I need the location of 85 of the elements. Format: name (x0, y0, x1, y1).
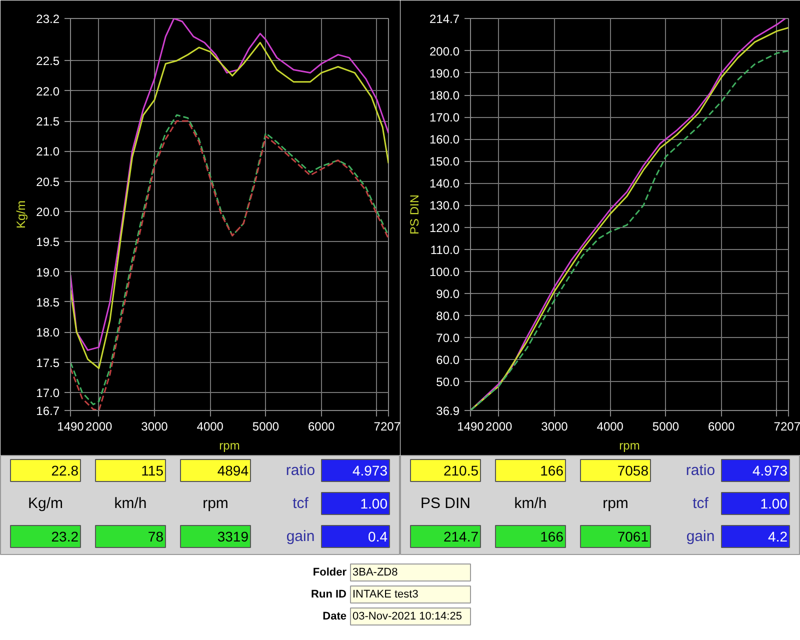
y-tick-label: 80.0 (436, 308, 460, 323)
text: Folder (312, 566, 348, 578)
x-tick-label: 6000 (308, 420, 336, 434)
y-tick-label: 70.0 (436, 331, 460, 346)
y-tick-label: 22.0 (36, 84, 60, 98)
y-axis-title: Kg/m (14, 200, 28, 229)
y-tick-label: 110.0 (430, 242, 460, 257)
y-tick-label: 16.7 (36, 404, 60, 418)
text: INTAKE test3 (352, 588, 418, 600)
text: 0.4 (368, 528, 388, 544)
y-tick-label: 60.0 (436, 353, 460, 368)
y-tick-label: 190.0 (429, 66, 460, 80)
text: 7061 (617, 528, 649, 544)
text: 1.00 (760, 496, 788, 512)
y-tick-label: 36.9 (436, 404, 460, 418)
text: 3319 (217, 528, 249, 544)
text: tcf (292, 495, 310, 512)
y-tick-label: 22.5 (36, 54, 60, 68)
y-tick-label: 140.0 (429, 176, 460, 191)
text: tcf (692, 495, 710, 512)
y-tick-label: 214.7 (429, 12, 460, 26)
y-tick-label: 18.0 (36, 326, 60, 340)
x-tick-label: 3000 (541, 420, 568, 434)
y-tick-label: 100.0 (429, 264, 460, 279)
y-tick-label: 120.0 (429, 220, 460, 235)
x-tick-label: 3000 (141, 420, 168, 434)
text: gain (286, 528, 315, 545)
y-axis-title: PS DIN (407, 194, 422, 235)
text: Kg/m (28, 495, 64, 512)
text: Run ID (311, 588, 347, 600)
x-axis-title: rpm (219, 438, 240, 452)
text: 22.8 (51, 462, 79, 478)
text: ratio (686, 462, 716, 479)
y-tick-label: 21.5 (36, 114, 60, 129)
x-tick-label: 1490 (57, 420, 84, 434)
text: 4.2 (768, 528, 788, 544)
text: gain (686, 528, 715, 545)
text: rpm (602, 495, 628, 512)
y-tick-label: 130.0 (429, 198, 460, 213)
x-tick-label: 5000 (652, 420, 680, 434)
text: Date (322, 610, 346, 622)
y-tick-label: 20.0 (36, 204, 60, 219)
text: 7058 (617, 462, 649, 478)
text: 210.5 (443, 462, 479, 478)
x-tick-label: 5000 (252, 420, 280, 434)
x-tick-label: 4000 (196, 420, 224, 434)
text: 4894 (217, 462, 249, 478)
text: km/h (514, 495, 547, 512)
text: 115 (141, 462, 164, 478)
x-tick-label: 7207 (374, 420, 401, 434)
x-tick-label: 2000 (486, 420, 513, 434)
x-tick-label: 6000 (708, 420, 736, 434)
y-tick-label: 18.5 (36, 295, 60, 310)
x-tick-label: 2000 (86, 420, 113, 434)
text: 3BA-ZD8 (352, 566, 398, 578)
y-tick-label: 19.0 (36, 265, 60, 280)
x-tick-label: 4000 (596, 420, 624, 434)
text: 4.973 (352, 462, 388, 478)
y-tick-label: 160.0 (429, 132, 460, 147)
text: 166 (540, 528, 564, 544)
text: 1.00 (360, 496, 388, 512)
text: 4.973 (752, 462, 788, 478)
y-tick-label: 170.0 (429, 110, 460, 125)
text: rpm (202, 495, 228, 512)
y-tick-label: 20.5 (36, 174, 60, 189)
text: 03-Nov-2021 10:14:25 (352, 610, 462, 622)
y-tick-label: 23.2 (36, 12, 60, 26)
text: 166 (540, 462, 564, 478)
text: 78 (148, 528, 164, 544)
y-tick-label: 19.5 (36, 235, 60, 250)
y-tick-label: 17.5 (36, 356, 60, 370)
text: km/h (114, 495, 147, 512)
y-tick-label: 150.0 (429, 154, 460, 169)
y-tick-label: 180.0 (429, 88, 460, 103)
x-tick-label: 1490 (457, 420, 484, 434)
x-tick-label: 7207 (774, 420, 800, 434)
text: ratio (286, 462, 316, 479)
y-tick-label: 50.0 (436, 375, 460, 390)
y-tick-label: 90.0 (436, 286, 460, 301)
x-axis-title: rpm (619, 438, 640, 452)
text: 23.2 (51, 528, 79, 544)
y-tick-label: 200.0 (429, 44, 460, 58)
y-tick-label: 21.0 (36, 144, 60, 159)
y-tick-label: 17.0 (36, 386, 60, 400)
text: PS DIN (420, 495, 471, 512)
